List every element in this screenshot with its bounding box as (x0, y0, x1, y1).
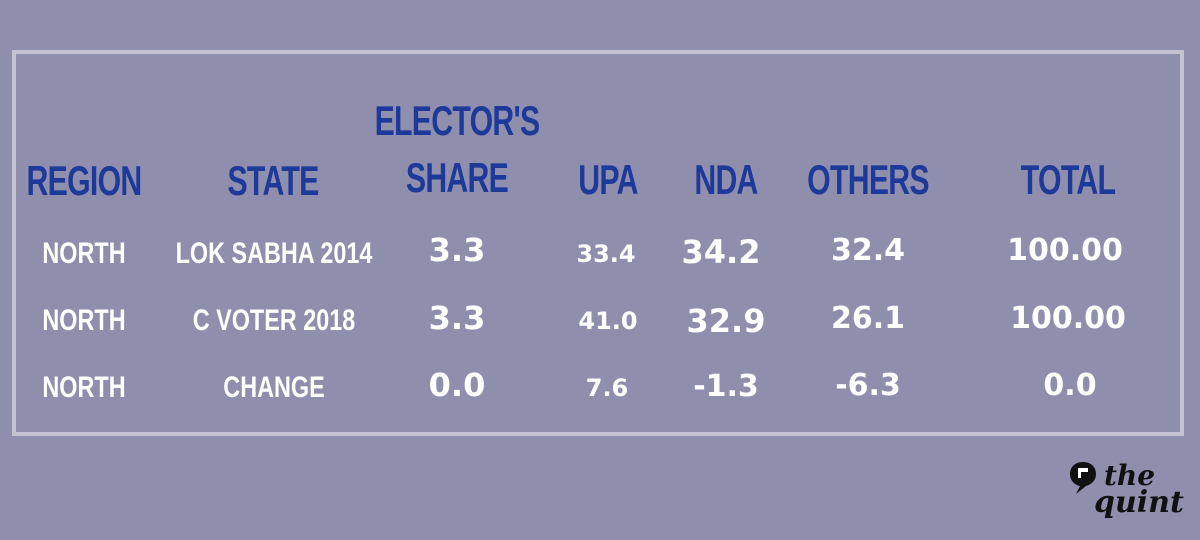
header-state: STATE (227, 157, 319, 204)
header-region: REGION (26, 157, 143, 204)
row2-others: 26.1 (830, 301, 906, 336)
row1-share: 3.3 (428, 231, 486, 269)
row2-upa: 41.0 (578, 307, 638, 335)
header-nda: NDA (694, 156, 758, 203)
row3-total: 0.0 (1043, 368, 1097, 403)
speech-bubble-icon (1070, 462, 1096, 494)
row3-share: 0.0 (428, 366, 486, 404)
row1-state: LOK SABHA 2014 (175, 237, 373, 270)
row3-region: NORTH (42, 371, 126, 404)
header-electors-share-line2: SHARE (405, 154, 509, 201)
row2-total: 100.00 (1010, 301, 1126, 336)
row1-region: NORTH (42, 237, 126, 270)
row3-upa: 7.6 (585, 374, 629, 402)
row1-upa: 33.4 (576, 240, 636, 268)
row2-nda: 32.9 (686, 302, 766, 340)
header-electors-share-line1: ELECTOR'S (374, 97, 541, 144)
row3-others: -6.3 (835, 368, 901, 403)
row1-others: 32.4 (830, 233, 906, 268)
header-upa: UPA (578, 156, 638, 203)
header-others: OTHERS (807, 156, 929, 203)
row3-state: CHANGE (223, 371, 325, 404)
row3-nda: -1.3 (693, 369, 759, 404)
row1-total: 100.00 (1007, 233, 1123, 268)
brand-line2: quint (1094, 485, 1184, 520)
the-quint-logo: the quint (1068, 458, 1184, 524)
header-total: TOTAL (1020, 156, 1116, 203)
row2-region: NORTH (42, 304, 126, 337)
brand-line1: the (1104, 459, 1156, 492)
row2-state: C VOTER 2018 (192, 304, 356, 337)
row1-nda: 34.2 (681, 233, 761, 271)
table-frame (12, 50, 1184, 436)
row2-share: 3.3 (428, 299, 486, 337)
